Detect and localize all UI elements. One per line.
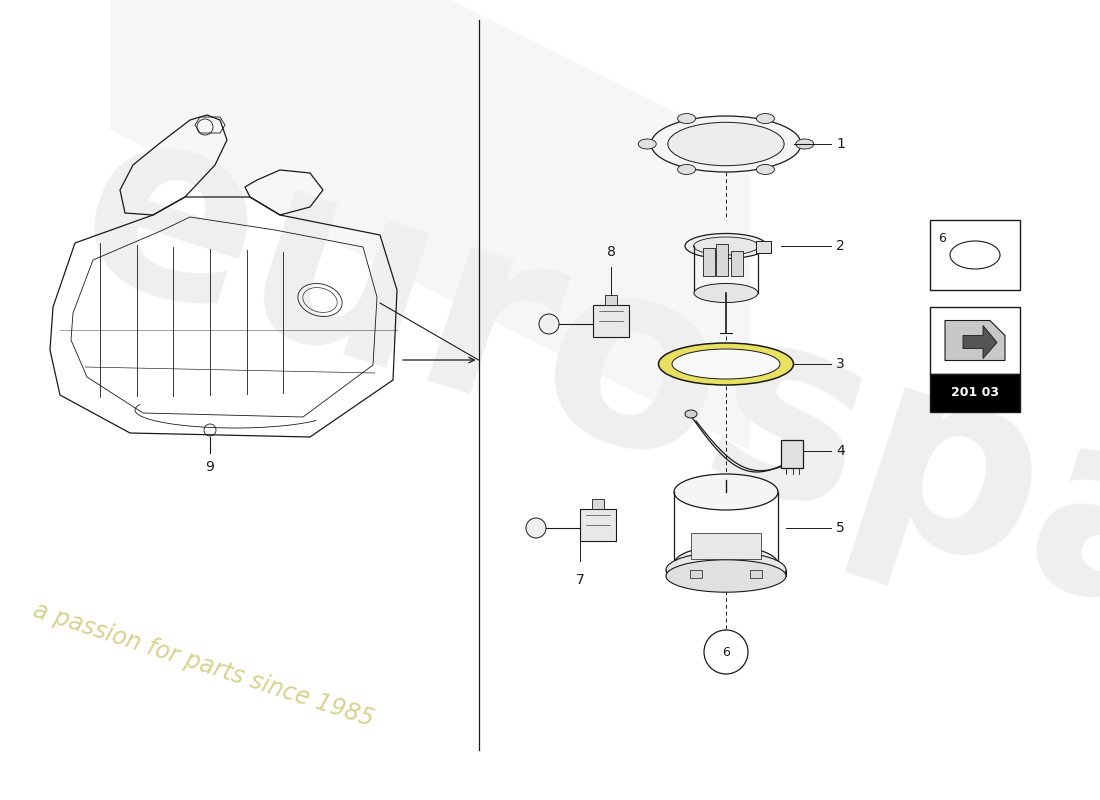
Bar xyxy=(750,570,762,578)
Ellipse shape xyxy=(757,114,774,123)
Ellipse shape xyxy=(678,165,695,174)
Text: 1: 1 xyxy=(836,137,845,151)
Ellipse shape xyxy=(666,552,786,588)
Ellipse shape xyxy=(674,474,778,510)
Circle shape xyxy=(539,314,559,334)
Text: 7: 7 xyxy=(575,573,584,587)
Ellipse shape xyxy=(685,234,767,258)
Bar xyxy=(930,374,1020,412)
Ellipse shape xyxy=(668,122,784,166)
Bar xyxy=(781,440,803,468)
Bar xyxy=(605,295,617,305)
Text: 201 03: 201 03 xyxy=(952,386,999,399)
Text: 4: 4 xyxy=(836,444,845,458)
Ellipse shape xyxy=(672,349,780,379)
Ellipse shape xyxy=(659,343,793,385)
Circle shape xyxy=(526,518,546,538)
Ellipse shape xyxy=(757,165,774,174)
Ellipse shape xyxy=(694,283,758,302)
Polygon shape xyxy=(962,326,997,358)
Text: 5: 5 xyxy=(836,521,845,535)
Ellipse shape xyxy=(678,114,695,123)
Bar xyxy=(756,241,771,253)
Ellipse shape xyxy=(638,139,657,149)
Polygon shape xyxy=(110,0,750,450)
Bar xyxy=(732,251,742,276)
Bar xyxy=(592,499,604,509)
Text: 2: 2 xyxy=(836,239,845,253)
Bar xyxy=(703,248,715,276)
Ellipse shape xyxy=(666,560,786,592)
Text: 3: 3 xyxy=(836,357,845,371)
Text: eurospares: eurospares xyxy=(50,81,1100,800)
Bar xyxy=(930,220,1020,290)
Ellipse shape xyxy=(693,237,759,255)
Text: a passion for parts since 1985: a passion for parts since 1985 xyxy=(30,598,377,731)
Ellipse shape xyxy=(674,546,778,582)
Bar xyxy=(690,570,702,578)
Text: 6: 6 xyxy=(938,232,946,245)
Ellipse shape xyxy=(795,139,814,149)
Bar xyxy=(716,244,728,276)
Text: 6: 6 xyxy=(722,646,730,658)
Text: 8: 8 xyxy=(606,245,615,259)
Bar xyxy=(580,509,616,541)
Polygon shape xyxy=(691,533,761,559)
Polygon shape xyxy=(945,321,1005,361)
Bar xyxy=(930,307,1020,374)
Text: 9: 9 xyxy=(206,460,214,474)
Bar xyxy=(593,305,629,337)
Ellipse shape xyxy=(685,410,697,418)
Ellipse shape xyxy=(651,116,801,172)
